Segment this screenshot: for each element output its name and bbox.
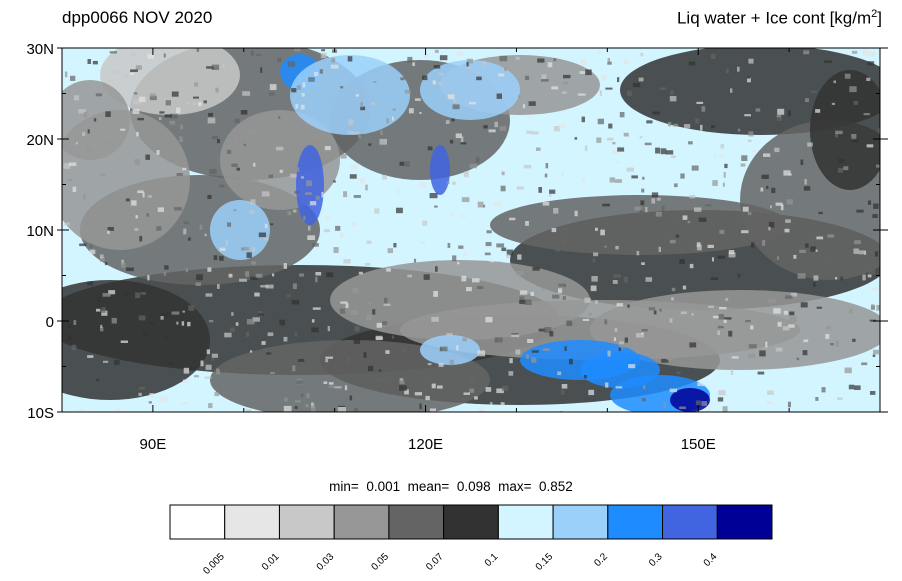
min-label: min=: [329, 479, 359, 494]
colorbar-swatch: [388, 504, 445, 540]
axis-ticks: [57, 47, 888, 413]
colorbar-swatch: [224, 504, 280, 540]
axis-labels: 30N 20N 10N 0 10S 90E 120E 150E: [26, 41, 715, 453]
colorbar-swatch: [497, 504, 554, 540]
colorbar-label: 0.4: [702, 551, 720, 569]
colorbar-label: 0.15: [534, 551, 556, 573]
lat-tick-label: 30N: [26, 41, 54, 58]
colorbar-label: 0.3: [647, 551, 665, 569]
lat-tick-label: 10N: [26, 223, 54, 240]
colorbar-swatch: [169, 504, 226, 540]
colorbar-label: 0.01: [260, 551, 282, 573]
colorbar-label: 0.03: [315, 551, 337, 573]
colorbar-swatch: [552, 504, 609, 540]
mean-value: 0.098: [456, 479, 491, 494]
lon-tick-label: 90E: [140, 436, 167, 453]
colorbar-label: 0.05: [369, 551, 391, 573]
colorbar-swatch: [716, 504, 773, 540]
colorbar-swatch: [333, 504, 390, 540]
lat-tick-label: 20N: [26, 132, 54, 149]
colorbar-swatch: [443, 504, 499, 540]
map-title: dpp0066 NOV 2020: [62, 8, 213, 27]
colorbar-label: 0.2: [592, 551, 610, 569]
lon-tick-label: 120E: [408, 436, 443, 453]
statistics-line: min= 0.001 mean= 0.098 max= 0.852: [0, 479, 902, 494]
colorbar-swatch: [607, 504, 664, 540]
max-value: 0.852: [539, 479, 573, 494]
colorbar-label: 0.005: [201, 551, 227, 577]
lat-tick-label: 0: [46, 314, 54, 331]
colorbar-label: 0.07: [424, 551, 446, 573]
max-label: max=: [498, 479, 532, 494]
variable-title: Liq water + Ice cont [kg/m2]: [676, 8, 882, 28]
lat-tick-label: 10S: [27, 405, 54, 422]
min-value: 0.001: [366, 479, 401, 494]
colorbar: 0.005 0.01 0.03 0.05 0.07 0.1 0.15 0.2 0.3 0.4: [169, 504, 773, 577]
lon-tick-label: 150E: [681, 436, 716, 453]
colorbar-label: 0.1: [483, 551, 501, 569]
cloud-field: [62, 48, 880, 412]
plot-area: [62, 48, 880, 412]
mean-label: mean=: [407, 479, 450, 494]
colorbar-swatch: [278, 504, 335, 540]
colorbar-swatch: [662, 504, 718, 540]
